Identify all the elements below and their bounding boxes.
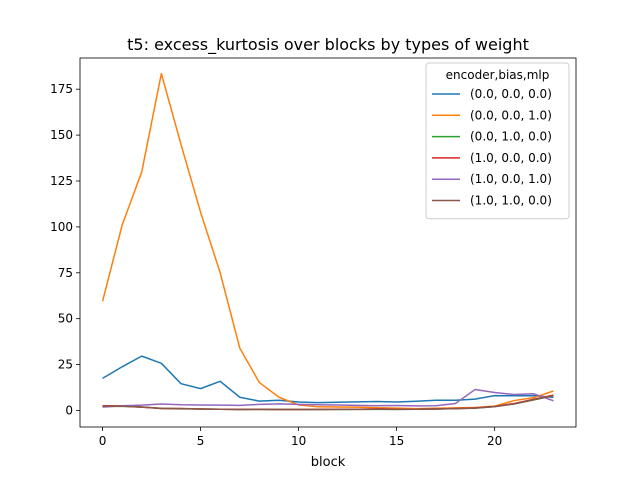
- y-tick-label: 50: [58, 312, 73, 326]
- legend-box: [425, 62, 570, 220]
- legend-label-4: (1.0, 0.0, 1.0): [470, 172, 552, 186]
- legend-label-3: (1.0, 0.0, 0.0): [470, 151, 552, 165]
- series-line-0: [102, 355, 554, 404]
- x-tick-label: 10: [291, 434, 306, 448]
- y-tick-label: 125: [50, 174, 73, 188]
- series-line-4: [102, 388, 554, 408]
- y-tick-label: 0: [65, 403, 73, 417]
- x-axis-label: block: [311, 455, 346, 470]
- legend: encoder,bias,mlp (0.0, 0.0, 0.0) (0.0, 0.0…: [425, 62, 570, 220]
- legend-title: encoder,bias,mlp: [446, 68, 550, 82]
- axes-frame: [79, 57, 577, 428]
- plot-area: 0 5 10 15 20 0 25 50 75 100 125 150 175: [50, 57, 577, 448]
- x-tick-label: 15: [389, 434, 404, 448]
- legend-label-1: (0.0, 0.0, 1.0): [470, 108, 552, 122]
- y-tick-label: 100: [50, 220, 73, 234]
- series-line-5: [102, 394, 554, 411]
- chart-title: t5: excess_kurtosis over blocks by types…: [127, 35, 529, 55]
- y-tick-label: 25: [58, 358, 73, 372]
- legend-label-0: (0.0, 0.0, 0.0): [470, 87, 552, 101]
- y-tick-label: 175: [50, 82, 73, 96]
- legend-label-2: (0.0, 1.0, 0.0): [470, 130, 552, 144]
- x-tick-label: 0: [99, 434, 107, 448]
- x-tick-label: 20: [487, 434, 502, 448]
- x-tick-label: 5: [197, 434, 205, 448]
- y-tick-label: 150: [50, 128, 73, 142]
- legend-label-5: (1.0, 1.0, 0.0): [470, 194, 552, 208]
- y-tick-label: 75: [58, 266, 73, 280]
